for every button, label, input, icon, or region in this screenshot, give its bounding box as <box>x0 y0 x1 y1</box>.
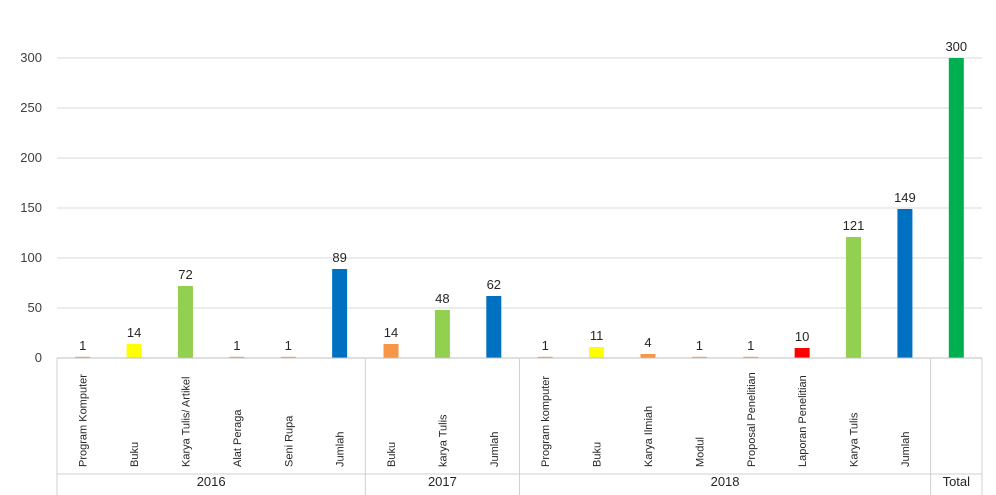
category-label: Karya Tulis <box>849 412 861 467</box>
category-label: Buku <box>592 442 604 467</box>
data-label: 1 <box>233 338 240 353</box>
category-label: Karya Tulis/ Artikel <box>180 377 192 467</box>
category-label: Program Komputer <box>78 374 90 467</box>
bar <box>383 344 399 358</box>
bar <box>75 356 91 358</box>
group-label: 2018 <box>711 474 740 489</box>
category-label: Buku <box>129 442 141 467</box>
data-label: 48 <box>435 291 449 306</box>
y-tick-label: 50 <box>28 300 42 315</box>
category-label: Buku <box>386 442 398 467</box>
data-label: 300 <box>945 39 967 54</box>
data-label: 121 <box>843 218 865 233</box>
bar <box>229 356 245 358</box>
bar <box>589 347 605 358</box>
y-tick-label: 0 <box>35 350 42 365</box>
bar <box>537 356 553 358</box>
bar <box>332 269 348 358</box>
data-label: 62 <box>487 277 501 292</box>
data-label: 4 <box>644 335 651 350</box>
category-label: Modul <box>694 437 706 467</box>
bar <box>640 354 656 358</box>
bar <box>897 209 913 358</box>
data-label: 11 <box>590 328 604 343</box>
data-label: 1 <box>285 338 292 353</box>
data-label: 10 <box>795 329 809 344</box>
y-tick-label: 150 <box>20 200 42 215</box>
x-axis: Program Komputer Buku Karya Tulis/ Artikel… <box>56 357 983 495</box>
y-axis: 0 50 100 150 200 250 300 <box>20 50 42 365</box>
data-label: 89 <box>332 250 346 265</box>
category-label: Seni Rupa <box>283 415 295 467</box>
category-label: Proposal Penelitian <box>746 372 758 467</box>
bar <box>434 310 450 358</box>
category-label: Laporan Penelitian <box>797 375 809 467</box>
bar <box>743 356 759 358</box>
data-label: 149 <box>894 190 916 205</box>
y-tick-label: 250 <box>20 100 42 115</box>
data-label: 1 <box>747 338 754 353</box>
bar <box>177 286 193 358</box>
bar <box>126 344 142 358</box>
category-label: Alat Peraga <box>232 409 244 467</box>
bar <box>846 237 862 358</box>
data-label: 14 <box>127 325 141 340</box>
y-tick-label: 300 <box>20 50 42 65</box>
category-label: Karya Ilmiah <box>643 406 655 467</box>
bar <box>280 356 296 358</box>
bar <box>486 296 502 358</box>
data-label: 14 <box>384 325 398 340</box>
data-label: 1 <box>542 338 549 353</box>
group-label: 2016 <box>197 474 226 489</box>
y-tick-label: 200 <box>20 150 42 165</box>
bar <box>691 356 707 358</box>
data-label: 72 <box>178 267 192 282</box>
bars <box>75 58 964 358</box>
bar <box>948 58 964 358</box>
bar <box>794 348 810 358</box>
category-label: Jumlah <box>900 432 912 467</box>
group-label: Total <box>943 474 971 489</box>
data-label: 1 <box>79 338 86 353</box>
category-label: Jumlah <box>335 432 347 467</box>
category-label: Program komputer <box>540 376 552 467</box>
category-label: karya Tulis <box>437 414 449 467</box>
gridlines <box>57 57 982 309</box>
group-label: 2017 <box>428 474 457 489</box>
category-label: Jumlah <box>489 432 501 467</box>
y-tick-label: 100 <box>20 250 42 265</box>
data-label: 1 <box>696 338 703 353</box>
